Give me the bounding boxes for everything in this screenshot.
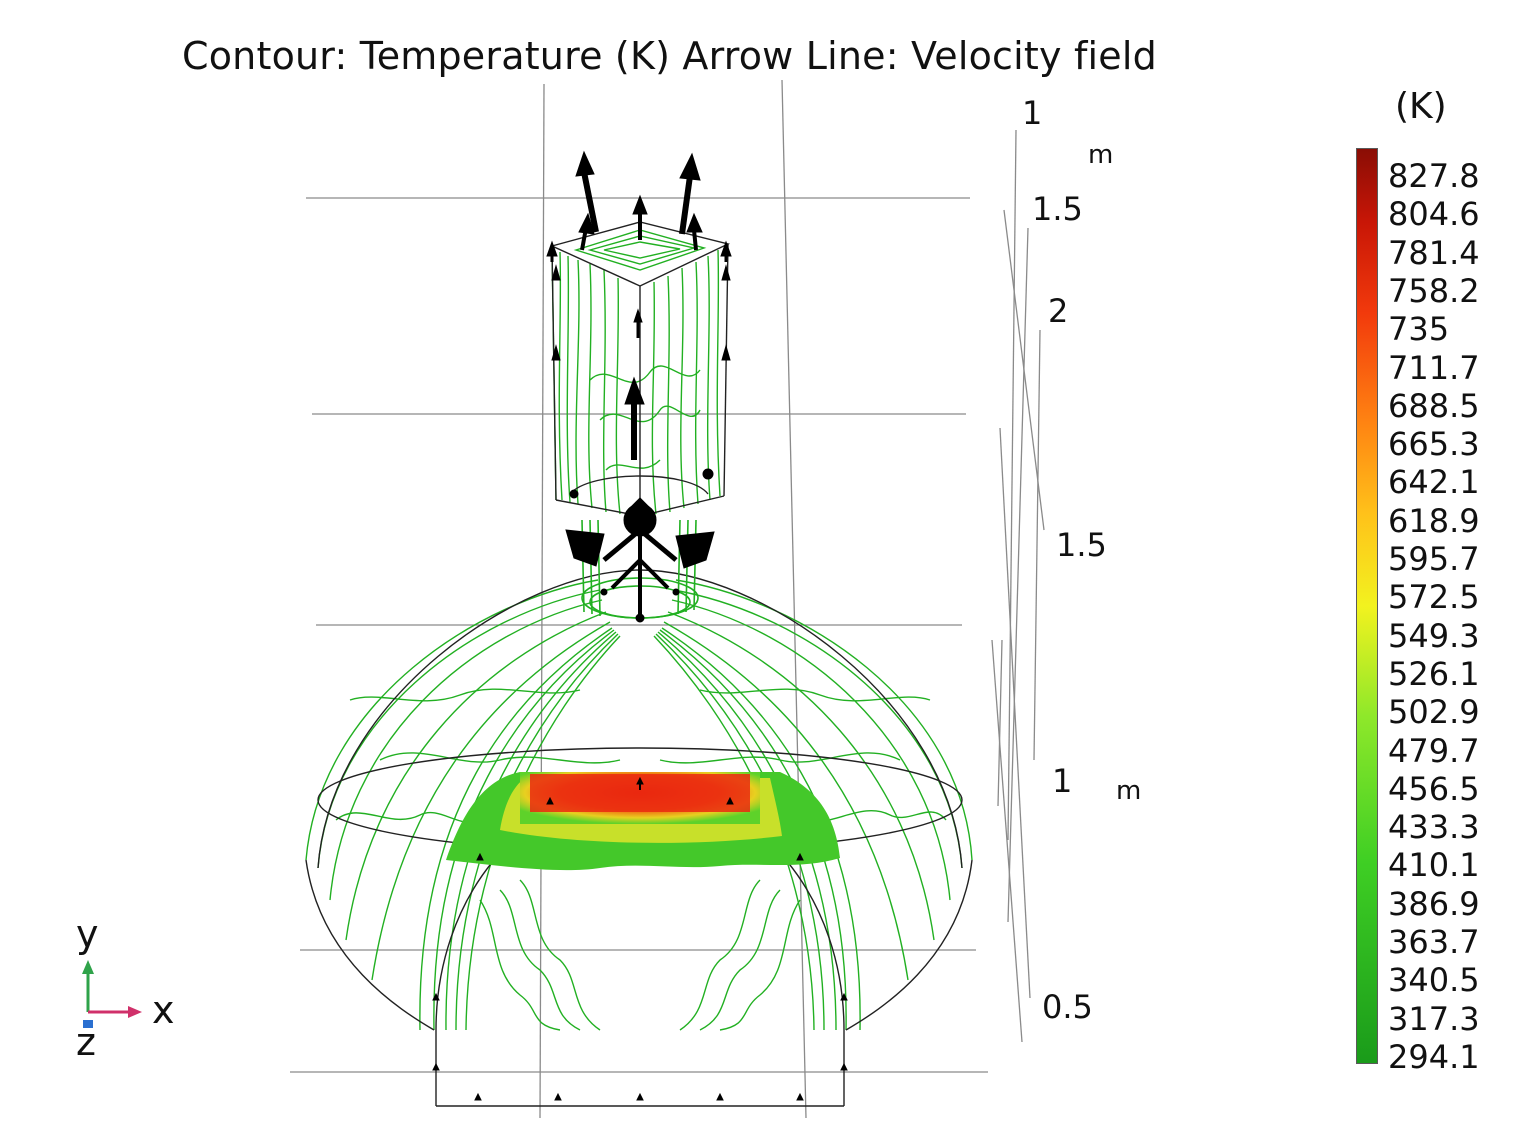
plot-title: Contour: Temperature (K) Arrow Line: Vel… [182, 34, 1157, 78]
colorbar-tick: 433.3 [1388, 808, 1480, 847]
colorbar-tick: 688.5 [1388, 386, 1480, 425]
colorbar-tick: 502.9 [1388, 693, 1480, 732]
z-axis-tick: 1 [1022, 94, 1043, 132]
chimney-outline [549, 221, 731, 517]
y-axis-tick: 1 [1052, 762, 1073, 800]
colorbar-tick: 804.6 [1388, 195, 1480, 234]
y-axis-tick: 0.5 [1042, 988, 1093, 1026]
colorbar-tick: 340.5 [1388, 961, 1480, 1000]
grid-lines [290, 79, 1045, 1119]
colorbar-tick: 317.3 [1388, 999, 1480, 1038]
colorbar-tick: 642.1 [1388, 463, 1480, 502]
colorbar-tick: 549.3 [1388, 616, 1480, 655]
z-axis-tick: 1.5 [1032, 190, 1083, 228]
colorbar-tick: 363.7 [1388, 923, 1480, 961]
colorbar-tick: 665.3 [1388, 425, 1480, 464]
axis-unit-label: m [1116, 776, 1142, 806]
hot-region [446, 772, 840, 871]
colorbar-tick: 781.4 [1388, 233, 1480, 272]
z-axis-tick: 2 [1048, 292, 1069, 330]
colorbar-tick: 479.7 [1388, 731, 1480, 770]
colorbar-tick: 572.5 [1388, 578, 1480, 617]
colorbar-tick: 827.8 [1388, 157, 1480, 195]
axis-triad [82, 960, 142, 1028]
axis-unit-label: m [1088, 140, 1114, 170]
colorbar-tick: 294.1 [1388, 1037, 1480, 1076]
colorbar-tick: 386.9 [1388, 884, 1480, 923]
colorbar-tick: 595.7 [1388, 540, 1480, 578]
colorbar-ticks: 827.8 804.6 781.4 758.2 735 711.7 688.5 … [1388, 157, 1528, 1073]
y-axis-tick: 1.5 [1056, 526, 1107, 564]
colorbar-tick: 456.5 [1388, 769, 1480, 808]
colorbar-tick: 711.7 [1388, 348, 1480, 387]
chimney-contours [551, 229, 721, 515]
colorbar-tick: 758.2 [1388, 271, 1480, 310]
triad-y-label: y [76, 912, 99, 956]
colorbar-tick: 618.9 [1388, 501, 1480, 540]
colorbar-tick: 526.1 [1388, 654, 1480, 693]
triad-z-label: z [76, 1020, 96, 1064]
velocity-arrows [432, 150, 848, 1101]
colorbar-unit: (K) [1395, 86, 1447, 127]
colorbar [1356, 148, 1378, 1064]
colorbar-tick: 735 [1388, 310, 1450, 349]
triad-x-label: x [152, 988, 175, 1032]
colorbar-tick: 410.1 [1388, 846, 1480, 885]
